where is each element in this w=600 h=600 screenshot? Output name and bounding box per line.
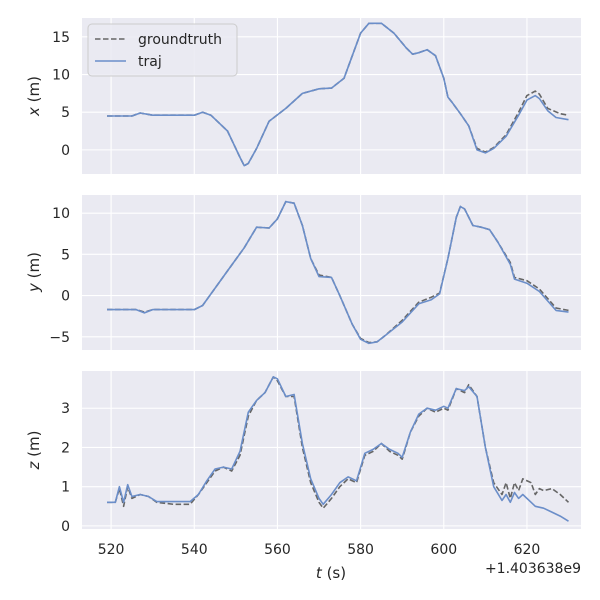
ytick-z-1: 1: [61, 480, 70, 496]
x-offset-text: +1.403638e9: [485, 561, 581, 577]
ylabel-z: z (m): [25, 431, 43, 471]
ytick-y--5: −5: [49, 330, 70, 346]
xtick-520: 520: [98, 542, 125, 558]
xtick-580: 580: [347, 542, 374, 558]
xtick-540: 540: [181, 542, 208, 558]
ytick-x-5: 5: [61, 105, 70, 121]
xtick-620: 620: [514, 542, 541, 558]
legend: groundtruth traj: [87, 23, 238, 77]
panel-z-background: [82, 371, 581, 529]
xtick-600: 600: [430, 542, 457, 558]
panel-y-background: [82, 195, 581, 350]
legend-box: [87, 23, 238, 77]
legend-traj-label: traj: [138, 54, 162, 70]
series-traj-z: [107, 376, 569, 522]
ylabel-y: y (m): [25, 252, 43, 293]
legend-groundtruth-label: groundtruth: [138, 32, 222, 48]
tick-layer: 0 5 10 15 −5 0 5 10 0 1 2 3 520 540 560 580 600 620: [49, 30, 540, 558]
ytick-z-3: 3: [61, 401, 70, 417]
ytick-y-10: 10: [52, 206, 70, 222]
ylabel-x: x (m): [25, 76, 43, 117]
ytick-y-5: 5: [61, 247, 70, 263]
xtick-560: 560: [264, 542, 291, 558]
ytick-x-15: 15: [52, 30, 70, 46]
series-groundtruth-z: [107, 376, 570, 509]
ytick-z-2: 2: [61, 440, 70, 456]
ytick-y-0: 0: [61, 289, 70, 305]
ytick-x-0: 0: [61, 143, 70, 159]
ytick-x-10: 10: [52, 68, 70, 84]
series-layer: [107, 22, 570, 522]
series-traj-x: [107, 22, 569, 167]
series-traj-y: [107, 200, 569, 345]
xlabel: t (s): [316, 564, 346, 582]
ytick-z-0: 0: [61, 519, 70, 535]
